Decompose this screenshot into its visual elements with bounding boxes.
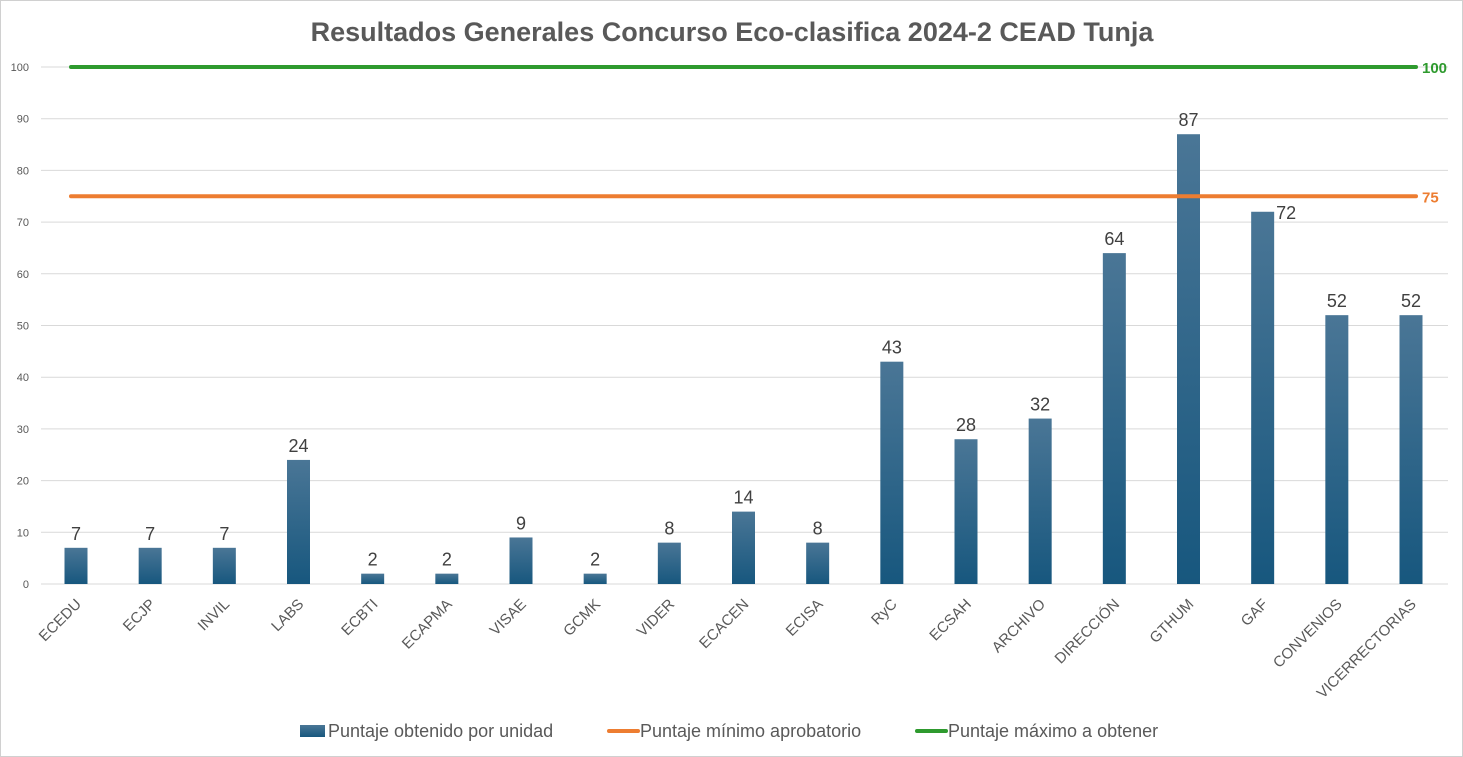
- x-tick-label: ECSAH: [926, 596, 975, 645]
- bar: [1028, 418, 1052, 584]
- x-tick-label: ECISA: [783, 596, 827, 640]
- data-label: 2: [590, 550, 600, 570]
- x-tick-label: INVIL: [195, 596, 234, 635]
- bar: [361, 573, 385, 584]
- data-label: 8: [664, 519, 674, 539]
- data-label: 14: [733, 488, 753, 508]
- y-tick-label: 0: [23, 579, 29, 591]
- bar: [657, 542, 681, 584]
- bar: [509, 537, 533, 584]
- y-tick-label: 20: [17, 476, 29, 488]
- bar: [64, 547, 88, 584]
- data-label: 2: [442, 550, 452, 570]
- bar: [1102, 253, 1126, 584]
- reference-lines: 75 100: [69, 60, 1447, 206]
- bar: [806, 542, 830, 584]
- data-label: 32: [1030, 395, 1050, 415]
- data-label: 8: [813, 519, 823, 539]
- legend-swatch-bar: [300, 725, 325, 737]
- x-tick-label: ECAPMA: [399, 596, 456, 653]
- data-label: 87: [1178, 110, 1198, 130]
- x-axis-ticks: ECEDU ECJP INVIL LABS ECBTI ECAPMA VISAE GCMK VI…: [36, 596, 1420, 702]
- bar: [880, 361, 904, 584]
- y-tick-label: 30: [17, 424, 29, 436]
- data-label: 7: [71, 524, 81, 544]
- data-label: 7: [219, 524, 229, 544]
- chart-title: Resultados Generales Concurso Eco-clasif…: [311, 17, 1155, 47]
- y-tick-label: 70: [17, 217, 29, 229]
- reference-line-label: 100: [1422, 60, 1447, 77]
- x-tick-label: LABS: [268, 596, 307, 635]
- data-label: 9: [516, 513, 526, 533]
- y-tick-label: 80: [17, 165, 29, 177]
- bar: [732, 511, 755, 584]
- bar: [212, 547, 236, 584]
- legend-label: Puntaje máximo a obtener: [948, 721, 1158, 741]
- x-tick-label: RyC: [868, 596, 901, 629]
- x-tick-label: GTHUM: [1146, 596, 1197, 647]
- x-tick-label: DIRECCIÓN: [1052, 596, 1124, 668]
- x-tick-label: CONVENIOS: [1270, 596, 1346, 672]
- legend: Puntaje obtenido por unidad Puntaje mínim…: [300, 721, 1158, 741]
- data-label: 72: [1276, 203, 1296, 223]
- data-label: 64: [1104, 229, 1124, 249]
- legend-label: Puntaje obtenido por unidad: [328, 721, 553, 741]
- x-tick-label: VISAE: [487, 596, 530, 639]
- x-tick-label: ECACEN: [696, 596, 752, 652]
- bar: [435, 573, 459, 584]
- bar: [1177, 134, 1200, 584]
- bar: [1251, 211, 1275, 584]
- y-tick-label: 100: [11, 62, 29, 74]
- bar: [954, 439, 978, 584]
- data-label: 52: [1327, 291, 1347, 311]
- x-tick-label: VIDER: [634, 596, 679, 641]
- bar: [287, 459, 310, 584]
- x-tick-label: ECEDU: [36, 596, 85, 645]
- data-label: 24: [288, 436, 308, 456]
- bar: [1325, 315, 1349, 584]
- x-tick-label: GAF: [1238, 596, 1272, 630]
- bar: [583, 573, 607, 584]
- bar: [138, 547, 162, 584]
- data-label: 43: [882, 338, 902, 358]
- y-axis-ticks: 0 10 20 30 40 50 60 70 80 90 100: [11, 62, 29, 591]
- y-tick-label: 50: [17, 321, 29, 333]
- y-tick-label: 40: [17, 372, 29, 384]
- x-tick-label: ECBTI: [338, 596, 381, 639]
- data-label: 52: [1401, 291, 1421, 311]
- y-tick-label: 60: [17, 269, 29, 281]
- data-label: 2: [368, 550, 378, 570]
- data-label: 28: [956, 415, 976, 435]
- bar-layer: [64, 134, 1423, 584]
- bar: [1399, 315, 1423, 584]
- data-label: 7: [145, 524, 155, 544]
- y-tick-label: 10: [17, 527, 29, 539]
- y-tick-label: 90: [17, 114, 29, 126]
- x-tick-label: ARCHIVO: [989, 596, 1049, 656]
- x-tick-label: GCMK: [560, 596, 604, 640]
- x-tick-label: ECJP: [120, 596, 159, 635]
- legend-label: Puntaje mínimo aprobatorio: [640, 721, 861, 741]
- reference-line-label: 75: [1422, 189, 1439, 206]
